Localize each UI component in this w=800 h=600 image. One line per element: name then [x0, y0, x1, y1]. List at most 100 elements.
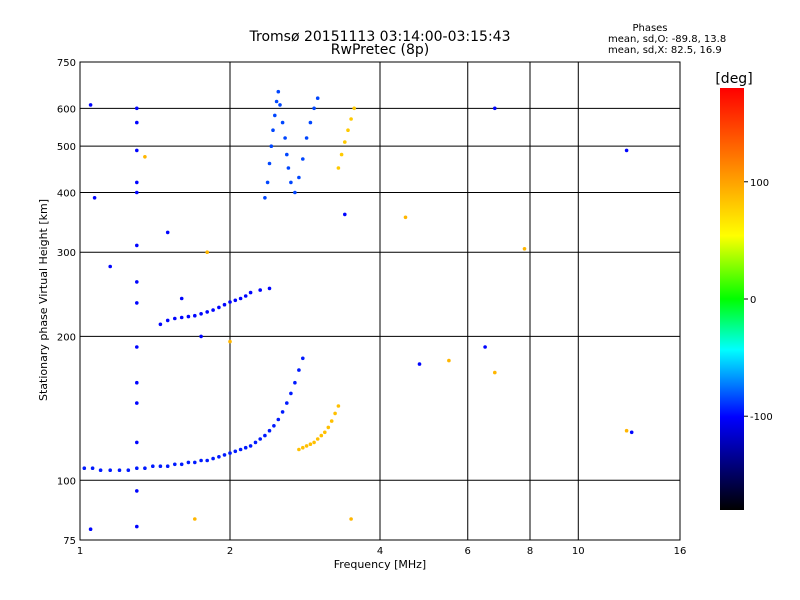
data-point — [273, 113, 277, 118]
data-point — [483, 345, 487, 349]
data-point — [217, 455, 221, 459]
data-point — [301, 445, 305, 450]
data-point — [285, 401, 289, 405]
data-point — [349, 117, 353, 121]
data-point — [135, 401, 139, 405]
data-point — [308, 442, 313, 447]
data-point — [179, 462, 184, 467]
trace-group — [82, 356, 305, 473]
trace-group — [263, 89, 320, 200]
data-point — [228, 339, 232, 344]
y-tick-label: 500 — [57, 142, 76, 153]
data-point — [308, 120, 313, 125]
data-point — [135, 440, 139, 445]
trace-group — [336, 106, 357, 170]
colorbar-ticks: 100 0 -100 — [744, 178, 773, 423]
colorbar-tick-label: -100 — [750, 412, 773, 423]
data-point — [297, 447, 301, 452]
data-point — [352, 106, 357, 111]
data-point — [276, 417, 281, 422]
x-tick-label: 1 — [77, 546, 83, 557]
colorbar-gradient — [720, 88, 744, 510]
data-point — [629, 430, 634, 435]
data-point — [186, 314, 191, 319]
data-point — [158, 464, 163, 469]
data-point — [343, 212, 347, 217]
data-point — [248, 444, 253, 448]
y-tick-label: 600 — [57, 104, 76, 115]
data-point — [304, 444, 309, 448]
data-points — [82, 89, 634, 531]
y-axis-label: Stationary phase Virtual Height [km] — [37, 199, 50, 401]
data-point — [233, 449, 238, 454]
data-point — [258, 437, 263, 441]
data-point — [297, 368, 301, 372]
data-point — [151, 464, 155, 469]
data-point — [289, 391, 293, 396]
data-point — [222, 302, 227, 307]
data-point — [135, 466, 139, 471]
data-point — [276, 89, 281, 94]
y-tick-label: 200 — [57, 332, 76, 343]
data-point — [280, 120, 285, 125]
data-point — [179, 315, 184, 320]
data-point — [274, 99, 279, 104]
data-point — [301, 356, 305, 361]
data-point — [326, 425, 331, 430]
data-point — [493, 106, 497, 111]
colorbar-label: [deg] — [715, 71, 752, 87]
trace-group — [143, 155, 629, 521]
data-point — [339, 152, 344, 157]
data-point — [179, 296, 184, 301]
data-point — [217, 305, 221, 310]
data-point — [323, 430, 327, 435]
data-point — [205, 250, 209, 254]
data-point — [228, 451, 232, 455]
data-point — [135, 524, 139, 529]
data-point — [346, 128, 350, 132]
data-point — [624, 148, 629, 153]
data-point — [238, 447, 243, 452]
data-point — [135, 243, 139, 248]
y-tick-label: 100 — [57, 476, 76, 487]
trace-group — [158, 286, 272, 327]
data-point — [98, 468, 103, 473]
data-point — [285, 152, 289, 157]
data-point — [278, 103, 282, 107]
data-point — [173, 462, 177, 467]
data-point — [135, 106, 139, 111]
plot-frame — [79, 61, 681, 541]
x-tick-label: 16 — [674, 546, 687, 557]
x-tick-label: 6 — [465, 546, 471, 557]
data-point — [193, 517, 197, 521]
data-point — [199, 334, 203, 339]
data-point — [293, 380, 297, 385]
data-point — [233, 298, 238, 303]
data-point — [349, 517, 353, 521]
data-point — [205, 458, 209, 463]
data-point — [272, 424, 276, 428]
data-point — [243, 294, 248, 298]
data-point — [228, 300, 232, 304]
data-point — [329, 419, 334, 423]
data-point — [243, 445, 248, 450]
trace-group — [297, 404, 341, 452]
data-point — [624, 428, 629, 433]
data-point — [199, 312, 203, 316]
data-point — [286, 166, 291, 170]
data-point — [315, 437, 320, 441]
data-point — [135, 301, 139, 305]
data-point — [289, 180, 293, 185]
grid — [79, 61, 681, 541]
x-axis-label: Frequency [MHz] — [334, 558, 426, 571]
data-point — [143, 155, 147, 159]
data-point — [336, 166, 341, 170]
data-point — [173, 316, 177, 321]
data-point — [158, 322, 163, 327]
data-point — [92, 196, 97, 200]
data-point — [193, 313, 197, 318]
data-point — [263, 433, 267, 438]
data-point — [447, 358, 451, 363]
data-point — [253, 440, 258, 445]
